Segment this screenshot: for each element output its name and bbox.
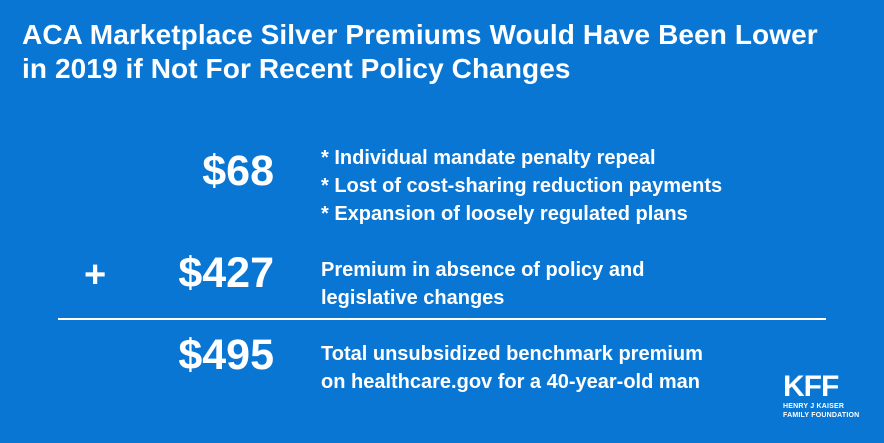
description-427: Premium in absence of policy and legisla… bbox=[321, 256, 841, 312]
description-line: Total unsubsidized benchmark premium bbox=[321, 343, 703, 365]
amount-68: $68 bbox=[202, 147, 274, 195]
description-line: Premium in absence of policy and bbox=[321, 259, 645, 281]
description-495: Total unsubsidized benchmark premium on … bbox=[321, 340, 841, 396]
kff-logo-line-2: FAMILY FOUNDATION bbox=[783, 412, 860, 419]
kff-logo-mark: KFF bbox=[783, 370, 839, 403]
amount-427: $427 bbox=[178, 249, 274, 297]
description-line: * Lost of cost-sharing reduction payment… bbox=[321, 175, 723, 197]
description-line: * Individual mandate penalty repeal bbox=[321, 147, 656, 169]
description-68: * Individual mandate penalty repeal * Lo… bbox=[321, 144, 841, 228]
plus-sign: + bbox=[84, 254, 107, 296]
description-line: legislative changes bbox=[321, 287, 505, 309]
title-line-2: in 2019 if Not For Recent Policy Changes bbox=[22, 53, 571, 84]
description-line: * Expansion of loosely regulated plans bbox=[321, 203, 688, 225]
page-title: ACA Marketplace Silver Premiums Would Ha… bbox=[22, 18, 862, 86]
kff-logo: KFF HENRY J KAISER FAMILY FOUNDATION bbox=[783, 370, 860, 422]
amount-495: $495 bbox=[178, 331, 274, 379]
sum-divider bbox=[58, 318, 826, 320]
title-line-1: ACA Marketplace Silver Premiums Would Ha… bbox=[22, 19, 818, 50]
description-line: on healthcare.gov for a 40-year-old man bbox=[321, 371, 700, 393]
kff-logo-line-1: HENRY J KAISER bbox=[783, 403, 845, 410]
